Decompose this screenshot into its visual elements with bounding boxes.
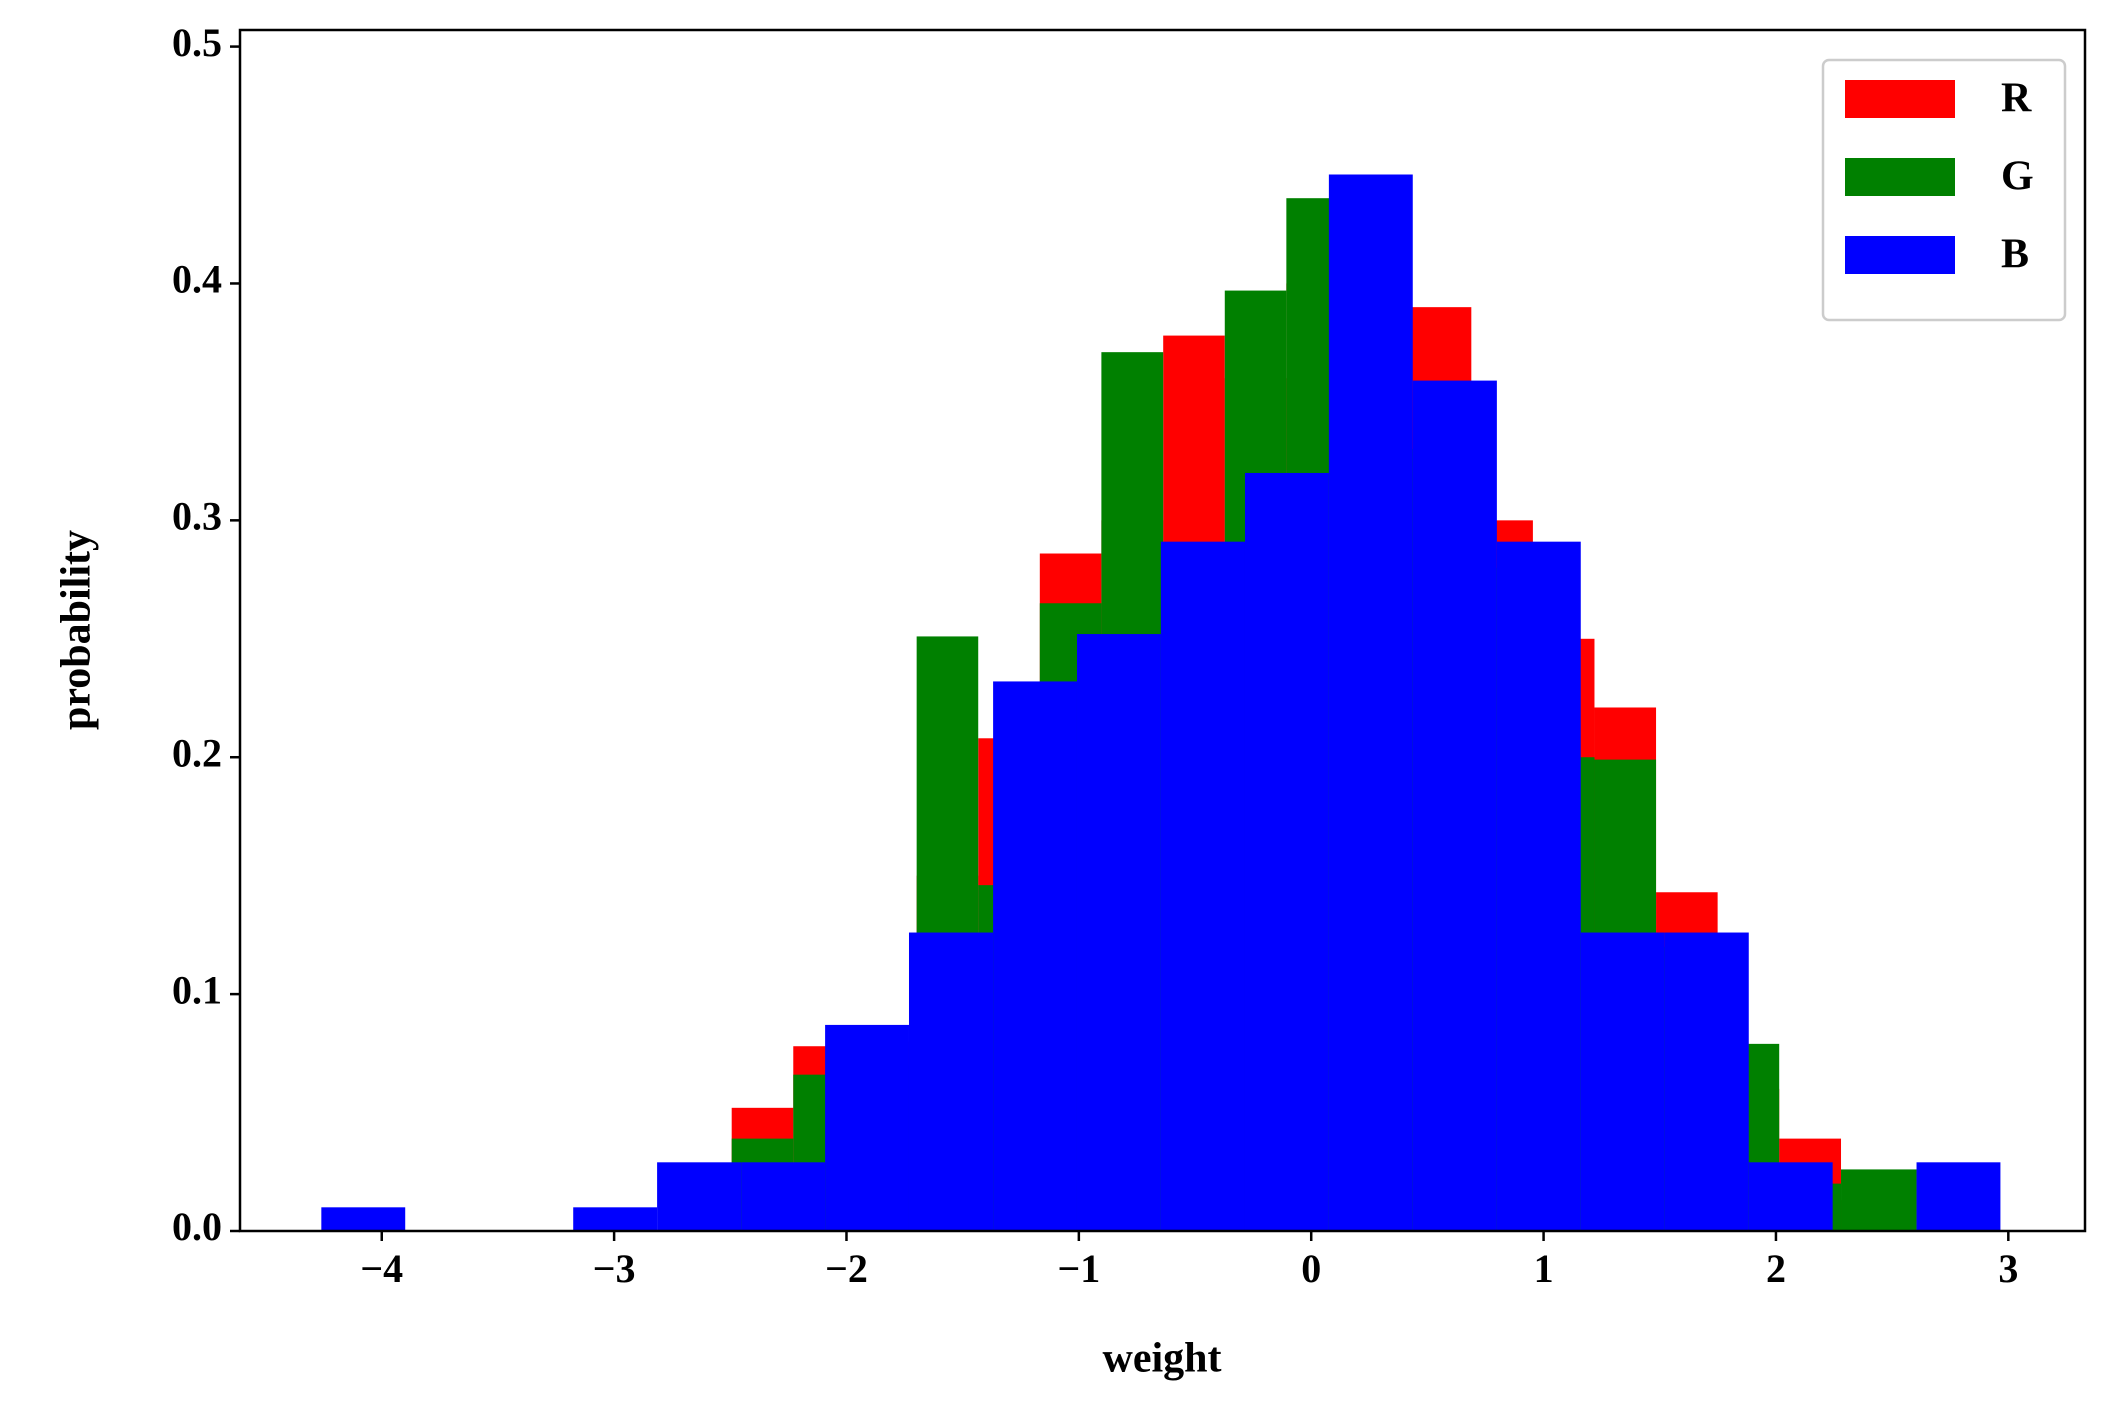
hist-bar	[1076, 634, 1161, 1231]
y-tick-label: 0.1	[172, 967, 222, 1012]
hist-bar	[321, 1207, 406, 1231]
x-tick-label: −4	[360, 1246, 403, 1291]
y-tick-label: 0.0	[172, 1204, 222, 1249]
hist-bar	[908, 932, 994, 1231]
y-tick-label: 0.3	[172, 494, 222, 539]
y-tick-label: 0.2	[172, 730, 222, 775]
hist-bar	[1496, 541, 1581, 1231]
hist-bar	[1580, 932, 1665, 1231]
hist-bar	[1841, 1169, 1917, 1231]
legend-label: B	[2001, 232, 2029, 278]
hist-bar	[1916, 1162, 2001, 1231]
x-tick-label: 0	[1301, 1246, 1321, 1291]
y-tick-label: 0.5	[172, 20, 222, 65]
legend-swatch	[1845, 80, 1955, 118]
hist-bar	[573, 1207, 658, 1231]
hist-bar	[1412, 380, 1497, 1231]
x-tick-label: 1	[1534, 1246, 1554, 1291]
hist-bar	[1244, 472, 1329, 1231]
x-tick-label: −2	[825, 1246, 868, 1291]
y-tick-label: 0.4	[172, 257, 222, 302]
legend-swatch	[1845, 158, 1955, 196]
x-tick-label: −3	[593, 1246, 636, 1291]
hist-bar	[741, 1162, 826, 1231]
legend-label: G	[2001, 154, 2034, 200]
plot-frame	[238, 28, 2087, 1233]
legend-swatch	[1845, 236, 1955, 274]
hist-bar	[1664, 932, 1749, 1231]
hist-bar	[657, 1162, 742, 1231]
hist-bar	[993, 681, 1077, 1231]
hist-bar	[1328, 174, 1413, 1231]
x-tick-label: 2	[1766, 1246, 1786, 1291]
x-axis-label: weight	[1103, 1336, 1222, 1382]
x-tick-label: −1	[1057, 1246, 1100, 1291]
y-axis-label: probability	[54, 530, 100, 730]
hist-bar	[1160, 541, 1245, 1231]
legend-label: R	[2001, 76, 2032, 122]
hist-bar	[825, 1024, 909, 1231]
x-tick-label: 3	[1998, 1246, 2018, 1291]
hist-bar	[1748, 1162, 1833, 1231]
